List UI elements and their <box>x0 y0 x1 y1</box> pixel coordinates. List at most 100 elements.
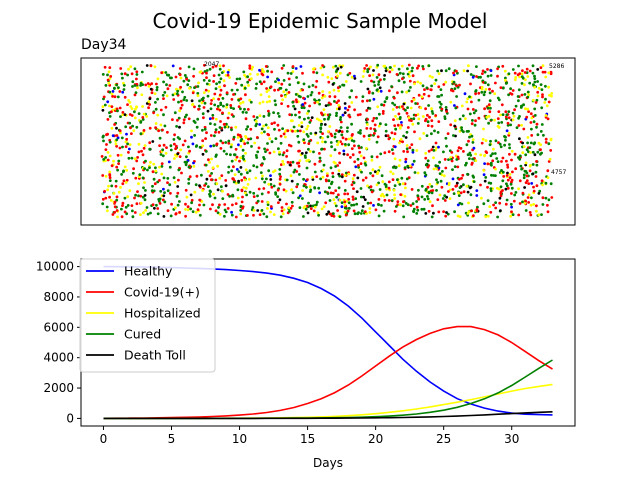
person-dot-cured <box>160 165 164 168</box>
person-dot-cured <box>468 135 471 139</box>
person-dot-hospitalized <box>239 102 242 105</box>
person-dot-infected <box>512 199 516 203</box>
person-dot-infected <box>363 210 367 214</box>
person-dot-cured <box>518 115 521 118</box>
person-dot-cured <box>229 106 233 109</box>
person-dot-cured <box>327 179 331 183</box>
person-dot-hospitalized <box>127 99 130 102</box>
population-scatter <box>100 63 554 219</box>
person-dot-cured <box>303 117 306 121</box>
person-dot-hospitalized <box>390 68 394 72</box>
person-dot-infected <box>506 121 510 125</box>
person-dot-cured <box>430 110 434 113</box>
person-dot-hospitalized <box>308 185 312 189</box>
person-dot-hospitalized <box>297 124 301 127</box>
person-dot-infected <box>481 69 485 73</box>
person-dot-cured <box>353 212 357 216</box>
person-dot-cured <box>479 75 482 79</box>
person-dot-infected <box>258 213 262 217</box>
person-dot-dead <box>153 206 156 210</box>
person-dot-infected <box>243 176 246 180</box>
person-dot-infected <box>437 210 441 214</box>
person-dot-infected <box>504 115 508 119</box>
person-dot-cured <box>441 170 444 173</box>
line-chart-series <box>103 265 553 420</box>
person-dot-cured <box>208 79 211 82</box>
person-dot-cured <box>524 153 528 157</box>
person-dot-hospitalized <box>479 153 483 157</box>
person-dot-infected <box>417 64 420 68</box>
person-dot-cured <box>163 91 167 94</box>
person-dot-hospitalized <box>239 145 243 148</box>
person-dot-cured <box>319 177 322 181</box>
person-dot-infected <box>474 92 477 96</box>
person-dot-infected <box>176 191 180 195</box>
person-dot-infected <box>260 200 264 203</box>
person-dot-cured <box>397 67 401 71</box>
person-dot-cured <box>172 138 176 141</box>
person-dot-cured <box>360 170 363 174</box>
person-dot-cured <box>185 113 188 117</box>
person-dot-infected <box>376 135 380 139</box>
person-dot-infected <box>156 207 160 210</box>
person-dot-healthy <box>162 187 165 191</box>
person-dot-infected <box>118 129 122 133</box>
person-dot-infected <box>314 85 318 89</box>
person-dot-cured <box>141 118 145 121</box>
person-dot-infected <box>179 85 183 89</box>
person-dot-cured <box>288 210 291 213</box>
person-dot-cured <box>519 164 523 168</box>
person-dot-cured <box>184 163 188 167</box>
person-dot-cured <box>264 123 268 127</box>
person-dot-healthy <box>171 64 175 68</box>
person-dot-infected <box>103 189 106 193</box>
person-dot-cured <box>410 69 414 73</box>
person-dot-hospitalized <box>307 158 310 162</box>
person-dot-cured <box>359 195 363 199</box>
person-dot-hospitalized <box>493 92 497 96</box>
person-dot-cured <box>380 103 383 107</box>
person-dot-cured <box>468 95 471 99</box>
person-dot-infected <box>303 101 307 105</box>
person-dot-cured <box>291 191 295 195</box>
person-dot-infected <box>530 134 534 137</box>
person-dot-cured <box>378 112 381 116</box>
person-dot-cured <box>491 152 494 156</box>
person-dot-cured <box>274 191 277 195</box>
person-dot-cured <box>465 143 469 147</box>
person-dot-infected <box>392 118 395 121</box>
person-dot-cured <box>445 144 448 148</box>
person-dot-healthy <box>111 90 115 93</box>
person-dot-cured <box>161 154 165 158</box>
person-dot-cured <box>266 69 269 73</box>
person-dot-cured <box>424 188 428 192</box>
person-dot-infected <box>188 149 192 153</box>
person-dot-healthy <box>111 134 115 138</box>
person-dot-infected <box>148 126 152 130</box>
person-dot-cured <box>359 80 363 83</box>
person-dot-infected <box>428 115 431 119</box>
person-dot-cured <box>511 213 515 217</box>
person-dot-infected <box>158 179 161 182</box>
person-dot-dead <box>431 145 435 149</box>
person-dot-hospitalized <box>481 137 485 141</box>
person-dot-infected <box>270 185 274 189</box>
person-dot-cured <box>394 165 398 169</box>
person-dot-cured <box>278 152 281 156</box>
person-dot-infected <box>110 164 114 168</box>
person-dot-infected <box>265 87 268 90</box>
person-dot-cured <box>120 136 124 140</box>
person-dot-hospitalized <box>192 165 196 168</box>
person-dot-cured <box>208 67 212 71</box>
person-dot-cured <box>176 89 180 93</box>
person-dot-infected <box>417 197 420 201</box>
person-dot-dead <box>300 152 304 155</box>
person-dot-infected <box>365 64 368 67</box>
person-dot-infected <box>191 91 195 95</box>
person-dot-infected <box>487 103 491 106</box>
person-dot-cured <box>306 95 310 98</box>
person-dot-cured <box>296 129 300 133</box>
person-dot-cured <box>224 141 228 144</box>
person-dot-dead <box>454 134 457 138</box>
person-dot-infected <box>173 133 177 137</box>
